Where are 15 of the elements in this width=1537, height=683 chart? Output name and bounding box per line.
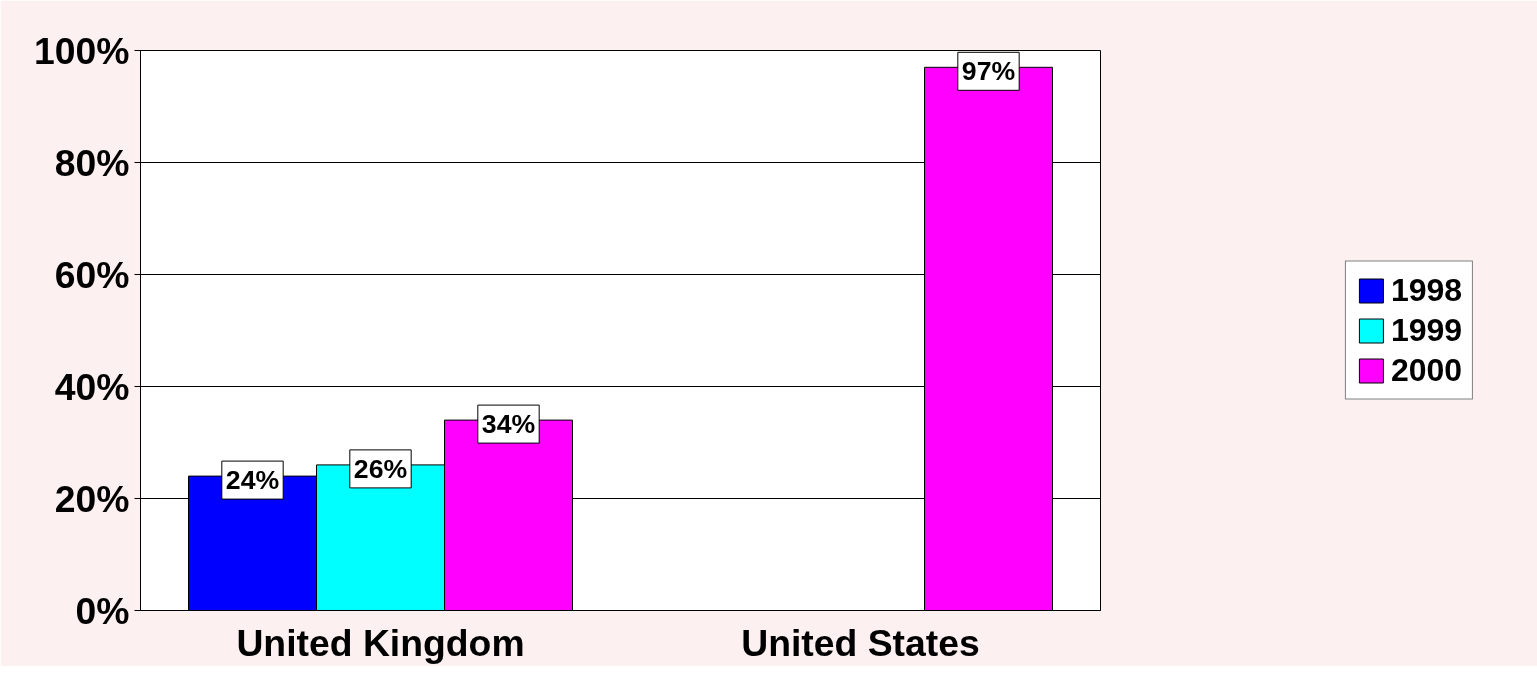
- y-tick-label: 20%: [54, 477, 130, 520]
- legend-label: 2000: [1390, 351, 1463, 389]
- x-tick-label: United Kingdom: [236, 621, 525, 664]
- y-tick-label: 0%: [75, 589, 130, 632]
- data-label: 34%: [481, 409, 536, 440]
- data-label: 26%: [353, 453, 408, 484]
- data-label: 24%: [225, 465, 280, 496]
- x-tick-label: United States: [741, 621, 980, 664]
- y-tick-label: 100%: [34, 29, 130, 72]
- data-label: 97%: [961, 56, 1016, 87]
- y-tick-label: 80%: [54, 141, 130, 184]
- y-tick-label: 60%: [54, 253, 130, 296]
- y-tick-label: 40%: [54, 365, 130, 408]
- legend-label: 1999: [1390, 311, 1463, 349]
- legend-label: 1998: [1390, 271, 1463, 309]
